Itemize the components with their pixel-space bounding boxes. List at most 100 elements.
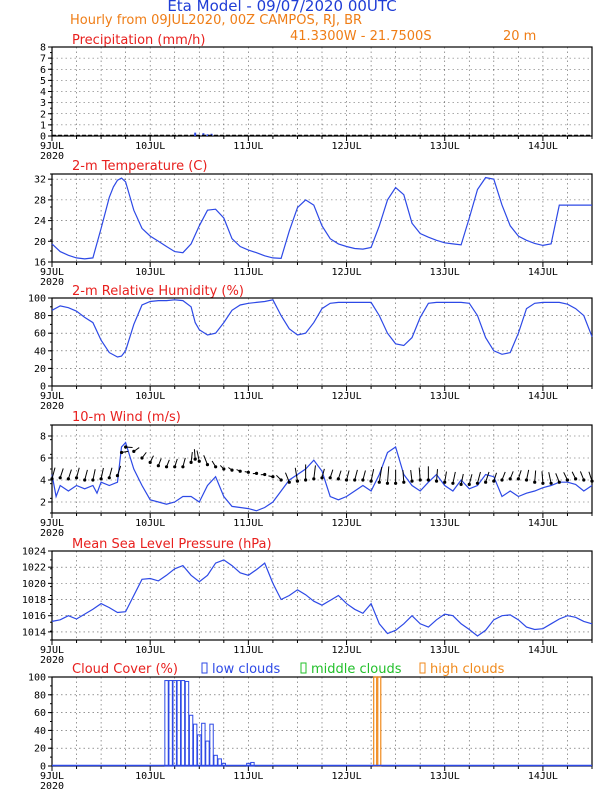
wind-barb	[92, 469, 96, 481]
panel-title: 2-m Relative Humidity (%)	[72, 284, 244, 299]
wind-barb-head	[304, 478, 308, 482]
wind-barb	[108, 467, 113, 478]
wind-barb-head	[574, 477, 578, 481]
low-cloud-bar	[188, 714, 194, 767]
wind-barb-head	[173, 465, 177, 469]
wind-barb-head	[279, 478, 283, 482]
wind-barb	[362, 470, 366, 481]
x-tick-label: 10JUL	[135, 267, 165, 278]
x-year-label: 2020	[40, 277, 64, 288]
y-tick-label: 40	[34, 726, 46, 737]
panel-title: Mean Sea Level Pressure (hPa)	[72, 537, 272, 552]
y-tick-label: 0	[40, 382, 46, 393]
y-tick-label: 1	[40, 120, 46, 131]
x-tick-label: 9JUL	[40, 518, 64, 529]
y-tick-label: 60	[34, 708, 46, 719]
wind-barb-head	[394, 481, 398, 485]
low-cloud-bar	[213, 754, 218, 767]
panel-rh: 2-m Relative Humidity (%) 0 20 40 60 80 100 9JU…	[28, 284, 593, 412]
x-tick-label: 12JUL	[331, 141, 361, 152]
wind-barb-head	[467, 482, 471, 486]
panel-frame	[51, 550, 593, 641]
low-cloud-bar	[205, 740, 210, 767]
wind-barb	[410, 470, 413, 482]
wind-barb-head	[590, 479, 594, 483]
wind-barb	[370, 468, 375, 482]
wind-barb-head	[115, 474, 120, 478]
wind-barb	[476, 471, 481, 484]
low-cloud-bar	[180, 680, 186, 767]
wind-barb-head	[361, 478, 365, 482]
wind-barb-head	[565, 478, 570, 482]
x-tick-label: 14JUL	[528, 267, 558, 278]
wind-barb-head	[508, 477, 512, 481]
wind-barb-head	[74, 476, 79, 480]
wind-barb-head	[193, 457, 197, 461]
wind-barb-head	[132, 449, 136, 453]
x-tick-label: 14JUL	[528, 518, 558, 529]
x-tick-label: 12JUL	[331, 518, 361, 529]
legend-swatch-0	[201, 662, 208, 674]
y-tick-label: 20	[34, 364, 46, 375]
wind-barb-head	[443, 480, 447, 484]
wind-barb-head	[484, 480, 488, 484]
y-tick-label: 0	[40, 132, 46, 143]
y-tick-label: 7	[40, 54, 46, 65]
series-line	[51, 559, 593, 637]
x-tick-label: 12JUL	[331, 267, 361, 278]
panel-title: Precipitation (mm/h)	[72, 33, 205, 48]
y-tick-label: 1018	[22, 595, 46, 606]
wind-barb	[116, 465, 122, 476]
x-tick-label: 9JUL	[40, 267, 64, 278]
series-line	[51, 176, 592, 260]
wind-barb-head	[230, 468, 234, 472]
wind-barb-head	[238, 469, 242, 473]
chart-subtitle: Hourly from 09JUL2020, 00Z CAMPOS, RJ, B…	[70, 13, 362, 28]
panel-frame	[51, 424, 593, 514]
wind-barb	[190, 452, 193, 463]
precip-bar	[202, 133, 205, 136]
x-tick-label: 10JUL	[135, 391, 165, 402]
low-cloud-bar	[168, 680, 173, 767]
wind-barb	[378, 466, 383, 483]
x-tick-label: 11JUL	[233, 141, 263, 152]
y-tick-label: 6	[40, 454, 46, 465]
x-tick-label: 9JUL	[40, 645, 64, 656]
panel-temp: 2-m Temperature (C) 16 20 24 28 32 9JUL 10JUL 11…	[34, 159, 593, 288]
wind-barb-head	[66, 477, 70, 481]
wind-barb-head	[533, 480, 537, 484]
wind-barb	[402, 470, 405, 483]
wind-barb-head	[549, 481, 553, 485]
wind-barb-head	[287, 480, 291, 484]
wind-barb	[203, 455, 208, 465]
y-tick-label: 28	[34, 195, 46, 206]
precip-bar	[194, 132, 197, 136]
x-tick-label: 13JUL	[430, 645, 460, 656]
low-cloud-bar	[184, 680, 190, 767]
x-tick-label: 13JUL	[430, 518, 460, 529]
wind-barb-head	[50, 477, 54, 481]
panel-wind: 10-m Wind (m/s) 2 4 6 8 9JUL 10JUL 11JUL 12JUL 13…	[40, 410, 594, 539]
x-tick-label: 13JUL	[430, 391, 460, 402]
wind-barb	[100, 467, 104, 480]
y-tick-label: 5	[40, 76, 46, 87]
precip-bar	[206, 134, 209, 136]
y-tick-label: 1024	[22, 547, 46, 558]
wind-barb-head	[500, 478, 504, 482]
y-tick-label: 60	[34, 329, 46, 340]
wind-barb-head	[99, 477, 103, 481]
panel-title: Cloud Cover (%)	[72, 662, 178, 677]
x-tick-label: 13JUL	[430, 267, 460, 278]
wind-barb-head	[263, 472, 267, 477]
y-tick-label: 8	[40, 432, 46, 443]
wind-barb-head	[344, 478, 349, 482]
wind-barb	[526, 469, 530, 481]
y-tick-label: 2	[40, 498, 46, 509]
x-tick-label: 12JUL	[331, 645, 361, 656]
legend-label: low clouds	[212, 662, 281, 677]
wind-barb	[541, 471, 544, 484]
wind-barb	[468, 474, 473, 485]
